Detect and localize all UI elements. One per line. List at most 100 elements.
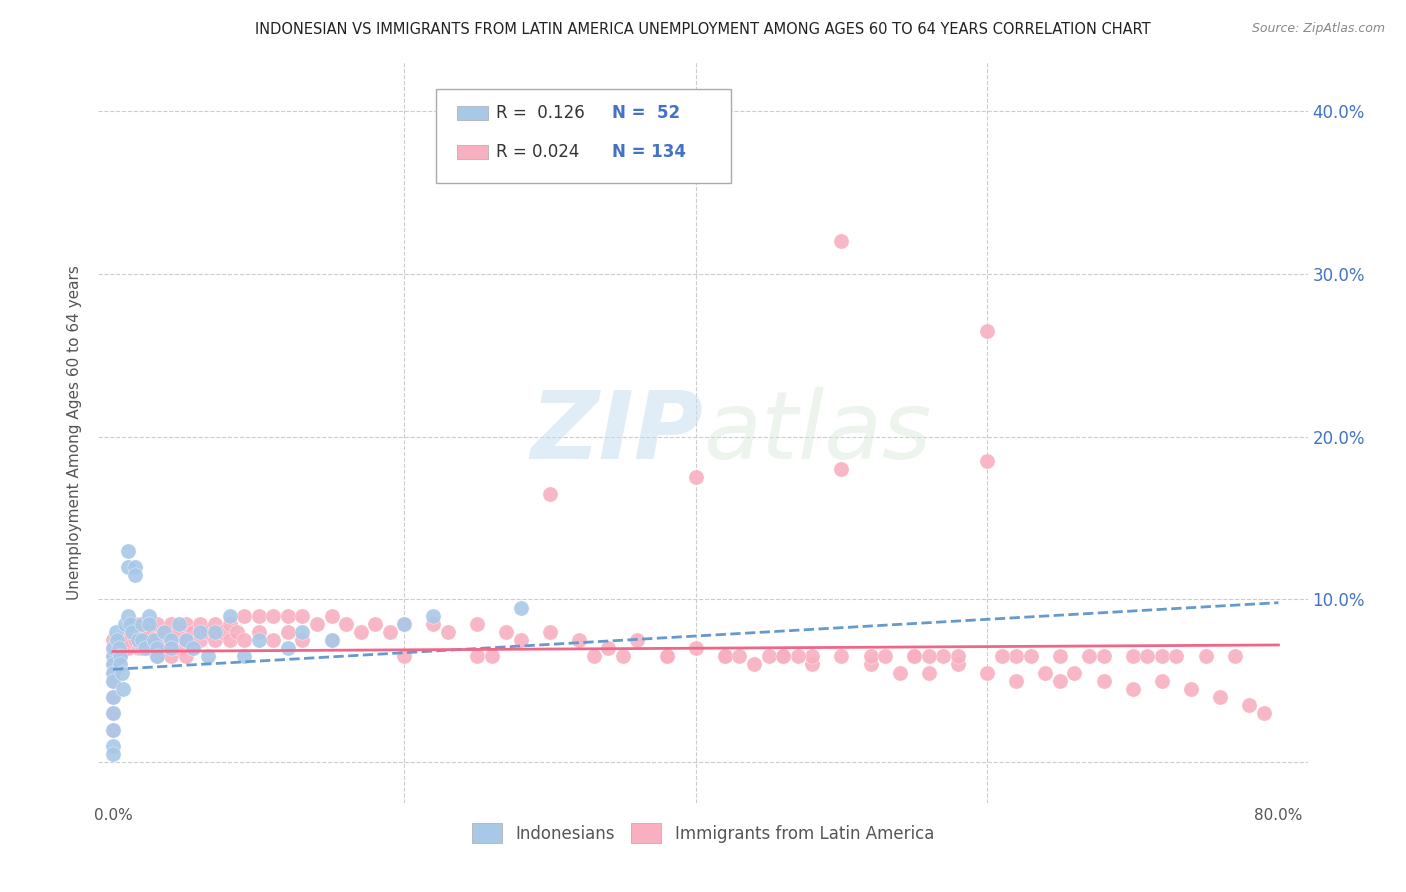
Point	[1122, 649, 1144, 664]
Point	[538, 624, 561, 639]
Point	[801, 649, 824, 664]
Point	[160, 641, 183, 656]
Point	[167, 616, 190, 631]
Point	[946, 657, 969, 672]
Point	[101, 739, 124, 753]
Point	[101, 641, 124, 656]
Point	[394, 616, 416, 631]
Point	[174, 633, 197, 648]
Point	[1150, 673, 1173, 688]
Point	[190, 633, 212, 648]
Point	[262, 608, 284, 623]
Point	[145, 633, 167, 648]
Text: N =  52: N = 52	[612, 104, 679, 122]
Point	[918, 665, 941, 680]
Point	[1049, 673, 1071, 688]
Point	[612, 649, 634, 664]
Point	[598, 641, 620, 656]
Point	[1005, 673, 1028, 688]
Point	[204, 616, 226, 631]
Point	[889, 665, 911, 680]
Point	[394, 649, 416, 664]
Point	[174, 649, 197, 664]
Point	[218, 633, 240, 648]
Point	[976, 454, 998, 468]
Point	[364, 616, 387, 631]
Point	[153, 624, 176, 639]
Point	[142, 633, 165, 648]
Point	[174, 616, 197, 631]
Point	[101, 673, 124, 688]
Text: R =  0.126: R = 0.126	[496, 104, 585, 122]
Point	[291, 608, 314, 623]
Point	[233, 608, 256, 623]
Point	[145, 616, 167, 631]
Point	[509, 600, 531, 615]
Point	[225, 624, 247, 639]
Point	[247, 633, 270, 648]
Point	[976, 324, 998, 338]
Point	[145, 641, 167, 656]
Point	[626, 633, 648, 648]
Point	[114, 616, 136, 631]
Point	[568, 633, 591, 648]
Point	[110, 649, 132, 664]
Point	[101, 665, 124, 680]
Point	[1005, 649, 1028, 664]
Point	[1092, 673, 1115, 688]
Point	[121, 624, 143, 639]
Point	[437, 624, 460, 639]
Point	[111, 665, 134, 680]
Point	[1253, 706, 1275, 721]
Point	[142, 633, 165, 648]
Point	[101, 706, 124, 721]
Point	[758, 649, 780, 664]
Point	[101, 673, 124, 688]
Point	[131, 616, 153, 631]
Point	[465, 616, 488, 631]
Point	[181, 641, 204, 656]
Point	[117, 624, 139, 639]
Point	[859, 657, 882, 672]
Point	[131, 624, 153, 639]
Point	[101, 657, 124, 672]
Point	[903, 649, 925, 664]
Text: ZIP: ZIP	[530, 386, 703, 479]
Point	[1136, 649, 1159, 664]
Point	[321, 633, 343, 648]
Point	[101, 723, 124, 737]
Point	[233, 633, 256, 648]
Point	[277, 608, 299, 623]
Point	[305, 616, 328, 631]
Point	[1049, 649, 1071, 664]
Point	[157, 633, 180, 648]
Point	[167, 624, 190, 639]
Point	[685, 470, 707, 484]
Point	[1180, 681, 1202, 696]
Point	[422, 616, 444, 631]
Point	[1194, 649, 1216, 664]
Point	[101, 657, 124, 672]
Point	[1019, 649, 1042, 664]
Point	[101, 665, 124, 680]
Point	[131, 641, 153, 656]
Point	[114, 641, 136, 656]
Text: atlas: atlas	[703, 387, 931, 478]
Point	[197, 624, 219, 639]
Point	[190, 616, 212, 631]
Point	[190, 624, 212, 639]
Point	[932, 649, 955, 664]
Text: Source: ZipAtlas.com: Source: ZipAtlas.com	[1251, 22, 1385, 36]
Point	[742, 657, 765, 672]
Text: INDONESIAN VS IMMIGRANTS FROM LATIN AMERICA UNEMPLOYMENT AMONG AGES 60 TO 64 YEA: INDONESIAN VS IMMIGRANTS FROM LATIN AMER…	[254, 22, 1152, 37]
Point	[117, 641, 139, 656]
Point	[465, 649, 488, 664]
Y-axis label: Unemployment Among Ages 60 to 64 years: Unemployment Among Ages 60 to 64 years	[67, 265, 83, 600]
Point	[655, 649, 678, 664]
Point	[1239, 698, 1261, 713]
Point	[262, 633, 284, 648]
Point	[204, 633, 226, 648]
Point	[120, 616, 142, 631]
Point	[160, 616, 183, 631]
Point	[233, 649, 256, 664]
